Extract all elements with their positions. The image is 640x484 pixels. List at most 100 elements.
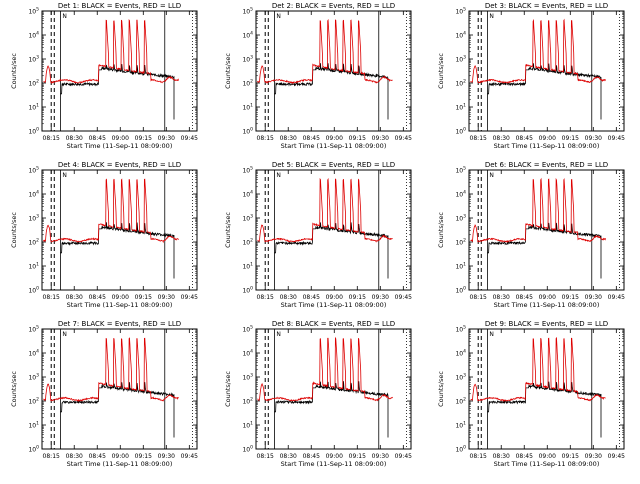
y-axis-label: Counts/sec — [224, 53, 232, 89]
x-tick-label: 09:30 — [585, 453, 602, 460]
x-tick-label: 08:15 — [257, 294, 274, 301]
x-tick-label: 08:15 — [43, 135, 60, 142]
y-tick-label: 103 — [28, 214, 39, 223]
x-tick-label: 08:30 — [66, 294, 83, 301]
events-line — [487, 381, 602, 438]
x-tick-label: 09:45 — [608, 294, 625, 301]
panel-title: Det 8: BLACK = Events, RED = LLD — [272, 320, 395, 328]
y-tick-label: 101 — [455, 103, 466, 112]
y-tick-exponent: 5 — [36, 166, 39, 172]
y-tick-label: 104 — [455, 31, 466, 40]
y-tick-exponent: 0 — [250, 286, 253, 292]
x-axis-label: Start Time (11-Sep-11 08:09:00) — [67, 301, 173, 309]
x-tick-label: 09:45 — [395, 135, 412, 142]
events-line — [274, 63, 389, 120]
panel-title: Det 7: BLACK = Events, RED = LLD — [58, 320, 181, 328]
y-tick-label: 102 — [28, 79, 39, 88]
y-tick-label: 102 — [242, 397, 253, 406]
y-tick-label: 104 — [28, 349, 39, 358]
x-tick-label: 08:15 — [257, 135, 274, 142]
panel-title: Det 1: BLACK = Events, RED = LLD — [58, 2, 181, 10]
marker-label: N — [62, 172, 67, 179]
y-tick-exponent: 5 — [36, 325, 39, 331]
y-tick-exponent: 2 — [463, 79, 466, 85]
y-tick-exponent: 4 — [36, 349, 39, 355]
x-tick-label: 09:30 — [372, 135, 389, 142]
y-tick-label: 103 — [455, 373, 466, 382]
y-tick-label: 101 — [242, 421, 253, 430]
x-axis-label: Start Time (11-Sep-11 08:09:00) — [494, 460, 600, 468]
y-tick-exponent: 4 — [463, 349, 466, 355]
panel-det-8: Det 8: BLACK = Events, RED = LLD 100 101 10… — [224, 320, 412, 468]
x-tick-label: 09:00 — [539, 294, 556, 301]
y-tick-exponent: 4 — [463, 31, 466, 37]
x-tick-label: 09:15 — [135, 453, 152, 460]
marker-label: N — [62, 331, 67, 338]
x-tick-label: 08:15 — [470, 294, 487, 301]
panel-det-9: Det 9: BLACK = Events, RED = LLD10010110… — [437, 320, 625, 468]
marker-label: N — [489, 331, 494, 338]
y-tick-label: 101 — [455, 262, 466, 271]
marker-label: N — [489, 172, 494, 179]
y-tick-label: 102 — [455, 238, 466, 247]
x-tick-label: 08:45 — [89, 453, 106, 460]
panel-det-1: Det 1: BLACK = Events, RED = LLD10010110… — [10, 2, 198, 150]
y-tick-exponent: 5 — [250, 7, 253, 13]
y-tick-exponent: 3 — [463, 373, 466, 379]
x-tick-label: 08:30 — [280, 135, 297, 142]
x-tick-label: 09:45 — [181, 135, 198, 142]
plot-frame — [255, 169, 412, 291]
panel-det-7: Det 7: BLACK = Events, RED = LLD10010110… — [10, 320, 198, 468]
y-tick-exponent: 2 — [36, 397, 39, 403]
lld-line — [43, 178, 179, 244]
marker-label: N — [489, 13, 494, 20]
y-tick-exponent: 5 — [250, 166, 253, 172]
y-tick-label: 100 — [28, 127, 39, 136]
x-tick-label: 08:45 — [89, 294, 106, 301]
y-tick-label: 100 — [242, 445, 253, 454]
y-tick-exponent: 4 — [36, 31, 39, 37]
y-tick-exponent: 5 — [250, 325, 253, 331]
plot-frame — [255, 328, 412, 450]
x-tick-label: 09:15 — [135, 294, 152, 301]
y-tick-label: 102 — [242, 238, 253, 247]
y-tick-exponent: 2 — [463, 397, 466, 403]
x-tick-label: 09:00 — [326, 453, 343, 460]
lld-line — [470, 336, 606, 402]
y-tick-label: 103 — [28, 55, 39, 64]
lld-line — [470, 18, 606, 84]
events-line — [60, 64, 175, 120]
y-tick-exponent: 2 — [36, 238, 39, 244]
panel-title: Det 3: BLACK = Events, RED = LLD — [485, 2, 608, 10]
y-tick-exponent: 1 — [463, 103, 466, 109]
x-tick-label: 09:30 — [158, 294, 175, 301]
events-line — [274, 222, 389, 279]
y-tick-label: 105 — [242, 325, 253, 334]
events-line — [274, 381, 389, 438]
panel-det-3: Det 3: BLACK = Events, RED = LLD10010110… — [437, 2, 625, 150]
x-tick-label: 09:45 — [608, 453, 625, 460]
y-axis-label: Counts/sec — [437, 212, 445, 248]
events-line — [487, 222, 602, 279]
x-tick-label: 08:45 — [516, 135, 533, 142]
x-tick-label: 09:15 — [562, 453, 579, 460]
panel-det-6: Det 6: BLACK = Events, RED = LLD10010110… — [437, 161, 625, 309]
plot-frame — [41, 10, 198, 132]
panel-title: Det 6: BLACK = Events, RED = LLD — [485, 161, 608, 169]
x-tick-label: 09:30 — [158, 453, 175, 460]
marker-label: N — [276, 331, 281, 338]
y-tick-label: 104 — [28, 31, 39, 40]
y-tick-label: 100 — [455, 127, 466, 136]
y-tick-exponent: 3 — [463, 214, 466, 220]
y-tick-exponent: 2 — [250, 397, 253, 403]
x-tick-label: 08:30 — [66, 135, 83, 142]
y-tick-exponent: 3 — [250, 55, 253, 61]
y-tick-exponent: 4 — [36, 190, 39, 196]
y-tick-exponent: 3 — [250, 373, 253, 379]
x-tick-label: 08:45 — [516, 453, 533, 460]
y-tick-label: 102 — [455, 79, 466, 88]
x-tick-label: 08:30 — [280, 294, 297, 301]
y-axis-label: Counts/sec — [437, 371, 445, 407]
y-tick-exponent: 0 — [36, 286, 39, 292]
